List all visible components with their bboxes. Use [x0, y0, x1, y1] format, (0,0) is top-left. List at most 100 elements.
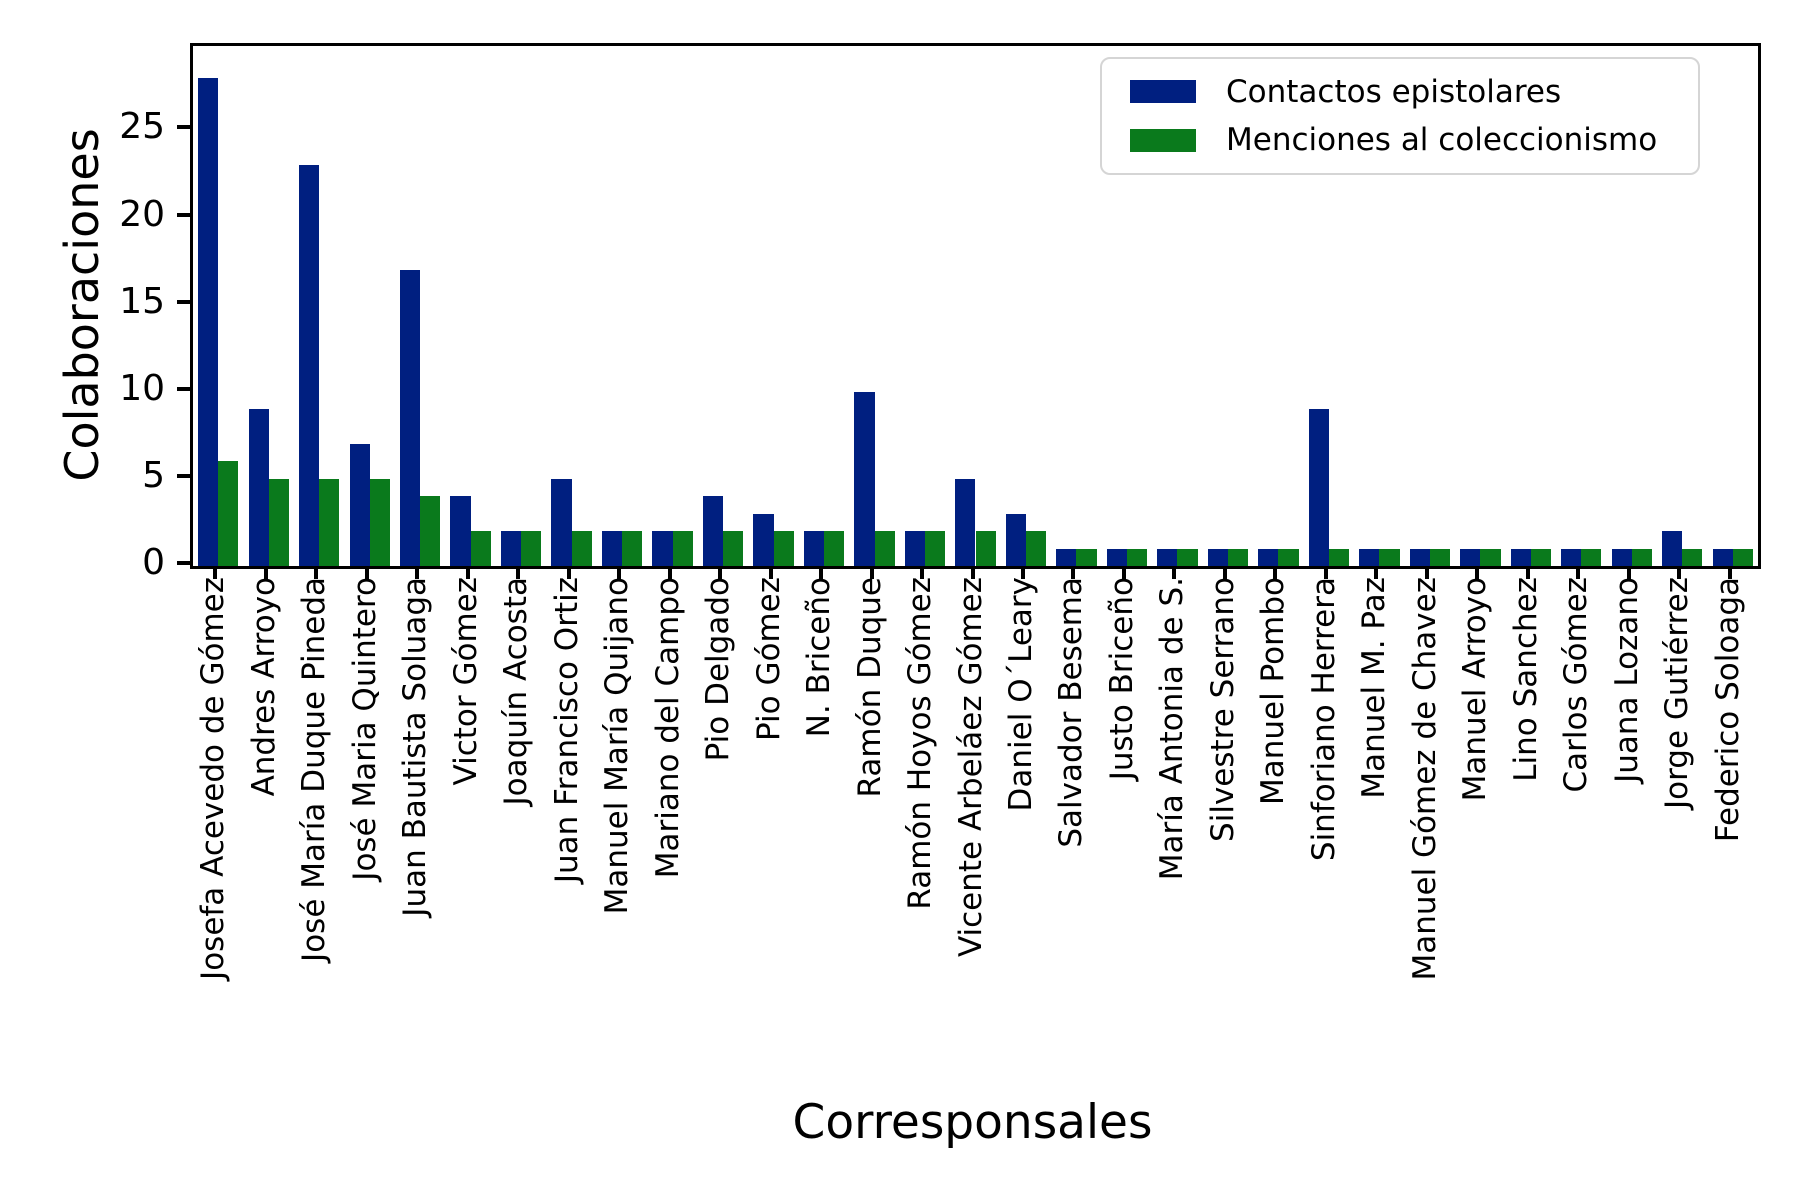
- contactos-bar: [1662, 531, 1683, 566]
- x-tick-mark: [263, 566, 268, 579]
- x-tick-mark: [1475, 566, 1480, 579]
- contactos-bar: [1510, 548, 1531, 566]
- x-tick-label: Victor Gómez: [447, 577, 484, 786]
- x-tick-mark: [869, 566, 874, 579]
- menciones-bar: [1025, 531, 1047, 566]
- x-tick-label: Andres Arroyo: [245, 577, 282, 797]
- x-tick-mark: [617, 566, 622, 579]
- contactos-bar: [753, 513, 774, 566]
- contactos-bar: [702, 496, 724, 566]
- y-tick-mark: [177, 473, 190, 478]
- x-tick-mark: [819, 566, 824, 579]
- x-tick-label: Sinforiano Herrera: [1305, 577, 1342, 862]
- y-tick-mark: [177, 386, 190, 391]
- x-tick-mark: [1626, 566, 1631, 579]
- x-tick-label: Manuel M. Paz: [1356, 577, 1393, 799]
- x-tick-mark: [516, 566, 521, 579]
- x-tick-label: María Antonia de S.: [1154, 577, 1191, 881]
- x-tick-mark: [1172, 566, 1177, 579]
- contactos-bar: [1359, 548, 1380, 566]
- menciones-swatch-icon: [1130, 128, 1196, 152]
- contactos-bar: [500, 531, 522, 566]
- legend-label-contactos: Contactos epistolares: [1226, 73, 1562, 110]
- x-tick-label: Lino Sanchez: [1507, 577, 1544, 782]
- menciones-bar: [874, 531, 895, 566]
- contactos-bar: [1258, 548, 1279, 566]
- menciones-bar: [1530, 548, 1551, 566]
- menciones-bar: [1227, 548, 1249, 566]
- x-tick-label: Ramón Duque: [851, 577, 888, 798]
- menciones-bar: [1682, 548, 1703, 566]
- x-tick-label: Mariano del Campo: [649, 577, 686, 879]
- menciones-bar: [1631, 548, 1652, 566]
- contactos-bar: [652, 531, 673, 566]
- menciones-bar: [1581, 548, 1602, 566]
- x-tick-mark: [213, 566, 218, 579]
- menciones-bar: [1429, 548, 1451, 566]
- legend-row-menciones: Menciones al coleccionismo: [1130, 123, 1698, 157]
- y-tick-mark: [177, 125, 190, 130]
- x-tick-mark: [667, 566, 672, 579]
- y-tick-mark: [177, 212, 190, 217]
- contactos-bar: [299, 165, 320, 566]
- x-tick-mark: [1374, 566, 1379, 579]
- x-tick-label: Ramón Hoyos Gómez: [902, 577, 939, 910]
- y-tick-label: 10: [119, 367, 165, 409]
- x-tick-mark: [920, 566, 925, 579]
- x-tick-mark: [1020, 566, 1025, 579]
- x-tick-label: Federico Soloaga: [1709, 577, 1746, 843]
- x-tick-label: Manuel Gómez de Chavez: [1406, 577, 1443, 981]
- x-tick-mark: [1576, 566, 1581, 579]
- x-tick-label: Pio Gómez: [750, 577, 787, 741]
- x-tick-mark: [718, 566, 723, 579]
- contactos-bar: [1308, 409, 1329, 566]
- menciones-bar: [1076, 548, 1097, 566]
- menciones-bar: [1379, 548, 1400, 566]
- menciones-bar: [420, 496, 441, 566]
- y-tick-label: 15: [119, 280, 165, 322]
- menciones-bar: [268, 478, 289, 566]
- legend: Contactos epistolares Menciones al colec…: [1100, 57, 1700, 175]
- menciones-bar: [1328, 548, 1350, 566]
- contactos-bar: [854, 391, 875, 566]
- x-tick-mark: [1525, 566, 1530, 579]
- legend-label-menciones: Menciones al coleccionismo: [1226, 122, 1658, 158]
- contactos-bar: [904, 531, 925, 566]
- legend-row-contactos: Contactos epistolares: [1130, 75, 1698, 109]
- menciones-bar: [319, 478, 340, 566]
- contactos-bar: [1409, 548, 1430, 566]
- menciones-bar: [571, 531, 592, 566]
- x-tick-label: Manuel Pombo: [1255, 577, 1292, 805]
- menciones-bar: [773, 531, 794, 566]
- contactos-bar: [1460, 548, 1481, 566]
- x-tick-label: José María Duque Pineda: [296, 577, 333, 962]
- x-tick-mark: [1424, 566, 1429, 579]
- contactos-swatch-icon: [1130, 80, 1196, 104]
- contactos-bar: [198, 78, 219, 566]
- x-tick-label: Jorge Gutiérrez: [1659, 577, 1696, 810]
- menciones-bar: [723, 531, 744, 566]
- x-tick-label: Pio Delgado: [700, 577, 737, 762]
- menciones-bar: [824, 531, 845, 566]
- x-tick-label: Salvador Besema: [1053, 577, 1090, 848]
- menciones-bar: [1732, 548, 1753, 566]
- contactos-bar: [1106, 548, 1127, 566]
- x-tick-mark: [1727, 566, 1732, 579]
- x-tick-label: Justo Briceño: [1103, 577, 1140, 781]
- contactos-bar: [349, 444, 370, 566]
- x-tick-mark: [465, 566, 470, 579]
- x-tick-mark: [415, 566, 420, 579]
- y-tick-label: 5: [142, 454, 165, 496]
- x-tick-label: Silvestre Serrano: [1204, 577, 1241, 842]
- x-tick-label: Vicente Arbeláez Gómez: [952, 577, 989, 958]
- y-tick-mark: [177, 561, 190, 565]
- contactos-bar: [450, 496, 471, 566]
- x-tick-label: Joaquín Acosta: [498, 577, 535, 806]
- menciones-bar: [1126, 548, 1148, 566]
- menciones-bar: [218, 461, 239, 566]
- contactos-bar: [248, 409, 269, 566]
- x-tick-label: José Maria Quintero: [346, 577, 383, 881]
- x-tick-mark: [1071, 566, 1076, 579]
- y-tick-label: 25: [119, 106, 165, 148]
